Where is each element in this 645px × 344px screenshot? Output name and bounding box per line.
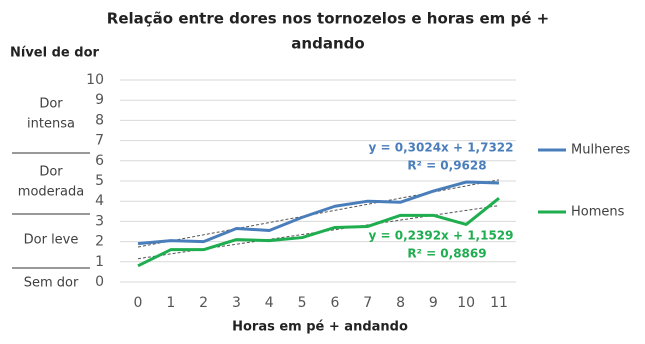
chart-title: Relação entre dores nos tornozelos e hor… xyxy=(107,10,549,28)
series-line xyxy=(137,180,500,246)
trendline-equation: y = 0,2392x + 1,1529 xyxy=(369,229,514,243)
x-tick-label: 4 xyxy=(265,295,274,311)
legend-label: Mulheres xyxy=(571,143,630,158)
x-tick-label: 0 xyxy=(134,295,143,311)
x-tick-label: 1 xyxy=(166,295,175,311)
pain-level-label: Dor xyxy=(39,165,63,180)
trendline-r2: R² = 0,8869 xyxy=(407,247,486,261)
x-axis-label: Horas em pé + andando xyxy=(232,320,408,335)
trendline-equation: y = 0,3024x + 1,7322 xyxy=(369,141,514,155)
y-axis-label: Nível de dor xyxy=(10,46,99,61)
legend-label: Homens xyxy=(571,205,625,220)
y-tick-label: 1 xyxy=(95,254,104,270)
y-tick-label: 7 xyxy=(95,133,104,149)
y-tick-label: 6 xyxy=(95,153,104,169)
y-tick-label: 10 xyxy=(86,72,104,88)
pain-level-label: Dor leve xyxy=(24,233,79,248)
trendline-r2: R² = 0,9628 xyxy=(407,159,486,173)
y-tick-label: 9 xyxy=(95,92,104,108)
x-tick-label: 8 xyxy=(396,295,405,311)
y-tick-label: 0 xyxy=(95,274,104,290)
x-tick-label: 9 xyxy=(429,295,438,311)
y-tick-label: 4 xyxy=(95,193,104,209)
series-line xyxy=(137,196,500,268)
x-tick-label: 5 xyxy=(298,295,307,311)
y-tick-label: 2 xyxy=(95,234,104,250)
y-tick-label: 3 xyxy=(95,213,104,229)
pain-level-label: moderada xyxy=(18,185,84,200)
y-tick-label: 5 xyxy=(95,173,104,189)
pain-level-label: intensa xyxy=(27,117,75,132)
x-tick-label: 2 xyxy=(199,295,208,311)
x-tick-label: 7 xyxy=(363,295,372,311)
pain-level-label: Sem dor xyxy=(24,276,79,291)
pain-level-label: Dor xyxy=(39,97,63,112)
x-tick-label: 11 xyxy=(490,295,508,311)
y-tick-label: 8 xyxy=(95,112,104,128)
x-tick-label: 6 xyxy=(330,295,339,311)
chart-title: andando xyxy=(291,35,364,53)
x-tick-label: 10 xyxy=(457,295,475,311)
x-tick-label: 3 xyxy=(232,295,241,311)
